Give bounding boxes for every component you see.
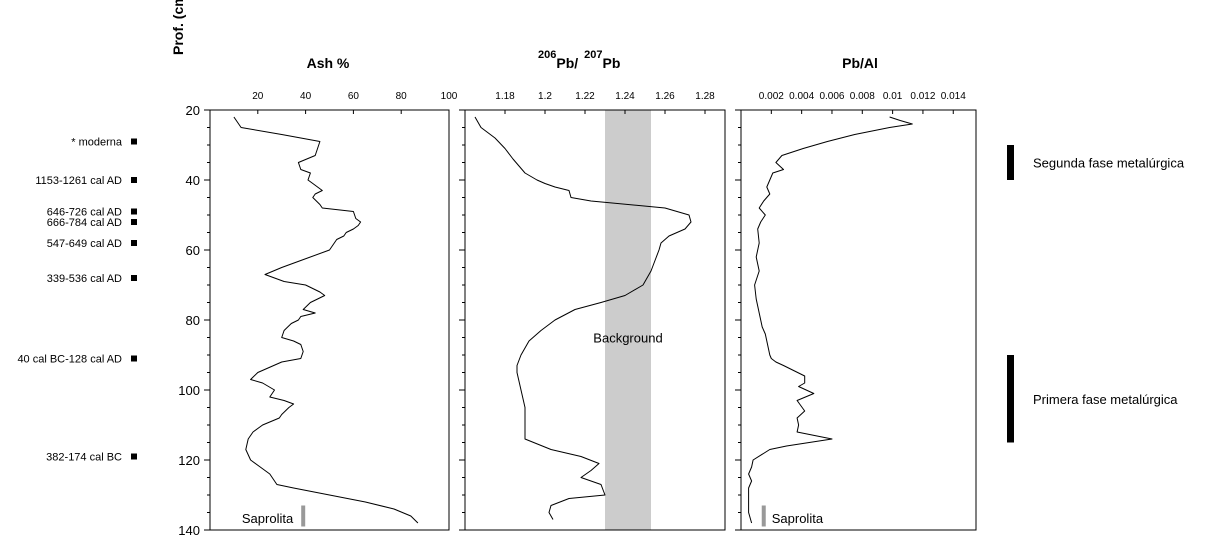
- x-tick-label: 0.01: [883, 91, 903, 102]
- saprolita-marker: [761, 505, 766, 527]
- saprolita-marker: [301, 505, 306, 527]
- panel-title: Pb/Al: [842, 55, 878, 71]
- depth-tick-label: 80: [186, 313, 200, 328]
- panel-title: 206Pb/207Pb: [538, 49, 620, 71]
- phase-label: Primera fase metalúrgica: [1033, 392, 1178, 407]
- date-marker: [131, 208, 137, 215]
- saprolita-label: Saprolita: [242, 511, 294, 526]
- x-tick-label: 0.014: [941, 91, 966, 102]
- series-line: [233, 116, 419, 524]
- x-tick-label: 40: [300, 91, 312, 102]
- x-tick-label: 80: [396, 91, 408, 102]
- date-label: 666-784 cal AD: [47, 217, 122, 229]
- depth-tick-label: 40: [186, 173, 200, 188]
- date-marker: [131, 177, 137, 183]
- depth-tick-label: 140: [178, 523, 200, 535]
- depth-tick-label: 120: [178, 453, 200, 468]
- date-label: 339-536 cal AD: [47, 273, 122, 285]
- date-marker: [131, 240, 137, 246]
- date-marker: [131, 138, 137, 145]
- title-text: Pb/: [556, 55, 578, 71]
- date-marker: [131, 275, 137, 281]
- date-labels: * moderna 1153-1261 cal AD 646-726 cal AD6…: [17, 137, 137, 464]
- panel-pb-isotope: 1.18 1.2 1.22 1.24 1.26 1.28 206Pb/207Pb Backgr…: [459, 49, 726, 531]
- panel-title: Ash %: [307, 55, 350, 71]
- saprolita-label: Saprolita: [772, 511, 824, 526]
- x-tick-label: 1.26: [655, 91, 675, 102]
- x-tick-label: 1.2: [538, 91, 552, 102]
- x-tick-label: 0.012: [910, 91, 935, 102]
- title-text: Pb: [603, 55, 621, 71]
- date-label: 646-726 cal AD: [47, 207, 122, 219]
- series-line: [474, 116, 692, 520]
- date-label: * moderna: [71, 137, 123, 149]
- x-tick-label: 60: [348, 91, 360, 102]
- x-tick-label: 0.002: [759, 91, 784, 102]
- x-tick-label: 1.24: [615, 91, 635, 102]
- depth-tick-label: 20: [186, 103, 200, 118]
- depth-tick-label: 100: [178, 383, 200, 398]
- series-line: [748, 116, 913, 524]
- title-superscript: 207: [584, 49, 602, 61]
- date-label: 382-174 cal BC: [46, 452, 122, 464]
- plot-frame: [740, 109, 977, 531]
- background-band: [605, 110, 651, 530]
- phase-label: Segunda fase metalúrgica: [1033, 156, 1185, 171]
- plot-frame: [209, 109, 450, 531]
- date-marker: [131, 219, 137, 225]
- x-tick-label: 1.28: [695, 91, 715, 102]
- date-marker: [131, 453, 137, 460]
- x-tick-label: 20: [252, 91, 264, 102]
- phase-bars: Segunda fase metalúrgica Primera fase met…: [1007, 145, 1185, 443]
- panel-ash: 20 40 60 80 100 120 140 20 40 60 80 100 Ash % Saproli…: [178, 55, 457, 535]
- phase-bar: [1007, 355, 1014, 443]
- x-tick-label: 1.22: [575, 91, 595, 102]
- date-label: 547-649 cal AD: [47, 238, 122, 250]
- date-label: 40 cal BC-128 cal AD: [17, 354, 122, 366]
- date-label: 1153-1261 cal AD: [35, 175, 122, 187]
- x-tick-label: 100: [441, 91, 458, 102]
- band-label: Background: [593, 331, 662, 346]
- y-axis-label: Prof. (cm): [170, 0, 186, 55]
- title-superscript: 206: [538, 49, 556, 61]
- x-tick-label: 0.004: [789, 91, 814, 102]
- panel-pb-al: 0.002 0.004 0.006 0.008 0.01 0.012 0.014 Pb/Al S…: [735, 55, 977, 531]
- x-tick-label: 0.008: [850, 91, 875, 102]
- x-tick-label: 1.18: [495, 91, 515, 102]
- date-marker: [131, 355, 137, 362]
- depth-tick-label: 60: [186, 243, 200, 258]
- x-tick-label: 0.006: [819, 91, 844, 102]
- phase-bar: [1007, 145, 1014, 180]
